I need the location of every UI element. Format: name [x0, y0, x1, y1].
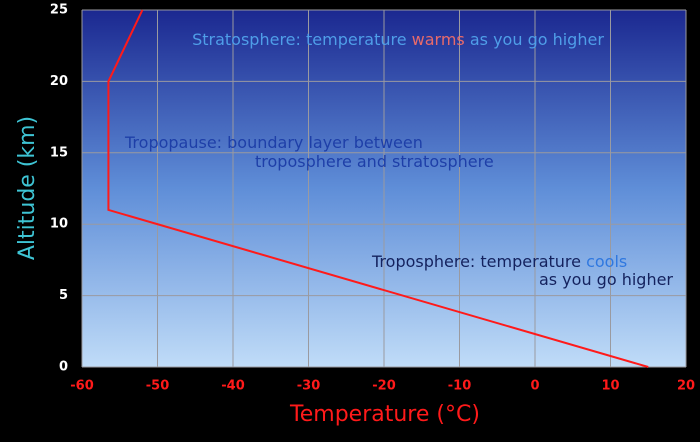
x-tick-label: 20: [677, 379, 695, 394]
x-tick-label: -40: [221, 379, 245, 394]
y-axis-title: Altitude (km): [15, 116, 40, 260]
annotation-text: as you go higher: [539, 270, 673, 289]
x-tick-label: -60: [70, 379, 94, 394]
x-tick-label: -50: [146, 379, 170, 394]
y-tick-label: 5: [59, 288, 68, 303]
annotation-text: warms: [412, 30, 465, 49]
annotation: Tropopause: boundary layer between: [124, 133, 423, 152]
x-tick-label: -20: [372, 379, 396, 394]
annotation: as you go higher: [539, 270, 673, 289]
annotation: Troposphere: temperature cools: [371, 252, 627, 271]
x-tick-label: 0: [530, 379, 539, 394]
annotation-text: as you go higher: [465, 30, 605, 49]
y-tick-label: 0: [59, 360, 68, 375]
annotation-text: cools: [586, 252, 627, 271]
annotation: troposphere and stratosphere: [255, 152, 494, 171]
annotation-text: Troposphere: temperature: [371, 252, 586, 271]
y-tick-label: 10: [50, 217, 68, 232]
annotation-text: Tropopause: boundary layer between: [124, 133, 423, 152]
x-axis-title: Temperature (°C): [289, 402, 480, 427]
annotation-text: Stratosphere: temperature: [192, 30, 412, 49]
y-tick-label: 15: [50, 145, 68, 160]
x-tick-label: -30: [297, 379, 321, 394]
y-tick-label: 20: [50, 74, 68, 89]
y-tick-label: 25: [50, 3, 68, 18]
line: [107, 9, 649, 368]
x-tick-label: 10: [601, 379, 619, 394]
annotation-text: troposphere and stratosphere: [255, 152, 494, 171]
annotation: Stratosphere: temperature warms as you g…: [192, 30, 604, 49]
x-tick-label: -10: [448, 379, 472, 394]
